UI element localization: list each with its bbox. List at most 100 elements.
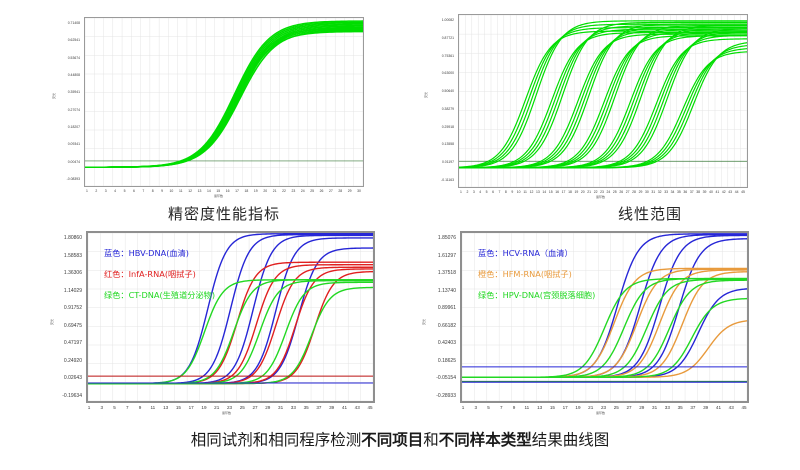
legend-item-hfm: 橙色：HFM-RNA(咽拭子)	[478, 269, 572, 279]
legend-item-hpv: 绿色：HPV-DNA(宫颈脱落细胞)	[478, 290, 596, 300]
y-tick-label: 0.63000	[441, 71, 454, 76]
x-tick-label: 29	[265, 405, 271, 410]
chart-precision	[84, 17, 364, 187]
x-tick-label: 5	[123, 189, 126, 193]
x-tick-label: 28	[338, 189, 343, 193]
x-tick-label: 37	[690, 405, 696, 410]
chart-multi-target-a	[86, 231, 375, 403]
x-tick-label: 14	[207, 189, 211, 193]
x-tick-label: 17	[561, 190, 566, 194]
y-tick-label: 0.47197	[63, 340, 82, 347]
y-tick-label: 0.24920	[63, 357, 82, 364]
x-tick-label: 4	[479, 190, 482, 194]
chart-precision-xaxis: 1 2 3 4 5 6 7 8 9 10 11 12 13 14 15 16 17 18 19 20 21 22 23 24 2…	[84, 188, 364, 198]
x-tick-label: 2	[466, 190, 469, 194]
x-tick-label: 45	[367, 405, 373, 410]
y-tick-label: 0.18625	[437, 357, 456, 364]
x-tick-label: 9	[511, 190, 514, 194]
x-tick-label: 35	[677, 405, 683, 410]
chart-precision-ylabel: 荧光	[52, 92, 56, 99]
x-tick-label: 1	[460, 190, 462, 194]
y-tick-label: 1.58583	[63, 252, 82, 259]
y-tick-label: 0.53674	[67, 55, 80, 60]
chart-linearity-ylabel: 荧光	[424, 91, 428, 98]
x-tick-label: 31	[652, 405, 658, 410]
y-tick-label: -0.11163	[441, 178, 454, 182]
x-tick-label: 34	[670, 190, 675, 194]
x-tick-label: 38	[696, 190, 701, 194]
x-tick-label: 42	[721, 190, 726, 194]
y-tick-label: 0.25918	[441, 124, 454, 129]
figure-caption-bold-1: 不同项目	[361, 431, 424, 449]
x-tick-label: 26	[619, 190, 624, 194]
y-tick-label: 1.14029	[63, 287, 82, 294]
y-tick-label: 0.69475	[63, 322, 82, 329]
y-tick-label: 0.02643	[63, 375, 82, 382]
x-tick-label: 25	[310, 189, 314, 193]
x-tick-label: 35	[303, 405, 309, 410]
x-tick-label: 1	[86, 189, 88, 193]
x-tick-label: 27	[328, 189, 333, 193]
x-tick-label: 9	[138, 405, 142, 410]
x-tick-label: 19	[574, 190, 579, 194]
x-tick-label: 12	[529, 190, 534, 194]
x-tick-label: 10	[169, 189, 174, 193]
y-tick-label: 0.27074	[67, 107, 80, 112]
x-tick-label: 7	[126, 405, 129, 410]
legend-item-hcv: 蓝色：HCV-RNA（血清）	[478, 248, 573, 258]
x-tick-label: 25	[612, 190, 617, 194]
y-tick-label: 0.71408	[67, 21, 80, 25]
x-tick-label: 3	[100, 405, 104, 410]
x-tick-label: 1	[87, 405, 91, 410]
y-tick-label: -0.05154	[436, 375, 456, 382]
chart-linearity-yaxis: 1.00082 0.87721 0.75361 0.63000 0.50640 0.382…	[430, 14, 456, 188]
y-tick-label: -0.08393	[66, 177, 80, 181]
y-tick-label: 0.50640	[441, 89, 454, 94]
legend-item-hbv: 蓝色：HBV-DNA(血清)	[104, 248, 189, 258]
x-tick-label: 28	[632, 190, 636, 194]
y-tick-label: 0.13558	[441, 142, 454, 147]
x-tick-label: 21	[214, 405, 220, 410]
x-tick-label: 5	[113, 405, 116, 410]
y-tick-label: 1.37518	[437, 270, 456, 277]
y-tick-label: 0.44808	[67, 73, 80, 77]
x-tick-label: 9	[161, 189, 163, 193]
x-tick-label: 5	[485, 190, 488, 194]
x-tick-label: 5	[487, 405, 490, 410]
chart-linearity-plot	[459, 15, 747, 187]
x-tick-label: 27	[252, 405, 258, 410]
x-tick-label: 13	[537, 405, 543, 410]
x-tick-label: 31	[651, 190, 656, 194]
chart-multi-target-b-ylabel: 荧光	[422, 318, 426, 325]
y-tick-label: 1.80860	[63, 235, 82, 241]
x-tick-label: 21	[588, 405, 594, 410]
x-tick-label: 41	[715, 405, 722, 410]
y-tick-label: 0.89961	[437, 305, 456, 312]
y-tick-label: 1.61297	[437, 252, 456, 259]
x-tick-label: 44	[734, 190, 739, 194]
chart-multi-target-a-plot	[88, 233, 373, 401]
x-tick-label: 8	[504, 190, 507, 194]
x-tick-label: 23	[600, 190, 604, 194]
x-tick-label: 17	[562, 405, 568, 410]
x-tick-label: 24	[606, 190, 611, 194]
x-tick-label: 3	[104, 189, 107, 193]
x-tick-label: 30	[357, 189, 361, 193]
x-tick-label: 37	[316, 405, 322, 410]
x-tick-label: 18	[244, 189, 249, 193]
chart-multi-target-a-xaxis: 1 3 5 7 9 11 13 15 17 19 21 23 25 27 29 31 33 35 37 39 41 43 4…	[86, 404, 375, 414]
x-tick-label: 15	[175, 405, 181, 410]
y-tick-label: 1.36306	[63, 270, 82, 277]
x-tick-label: 15	[216, 189, 221, 193]
x-tick-label: 19	[575, 405, 581, 410]
x-tick-label: 13	[536, 190, 540, 194]
x-tick-label: 35	[677, 190, 681, 194]
y-tick-label: 0.91752	[63, 305, 82, 312]
x-tick-label: 3	[472, 190, 475, 194]
x-tick-label: 13	[197, 189, 202, 193]
chart-precision-caption: 精密度性能指标	[167, 205, 280, 223]
x-tick-label: 20	[263, 189, 268, 193]
chart-multi-target-b-yaxis: 1.85076 1.61297 1.37518 1.13740 0.89961 0.661…	[428, 231, 458, 403]
x-tick-label: 40	[709, 190, 713, 194]
figure-caption-pre: 相同试剂和相同程序检测	[190, 431, 362, 449]
